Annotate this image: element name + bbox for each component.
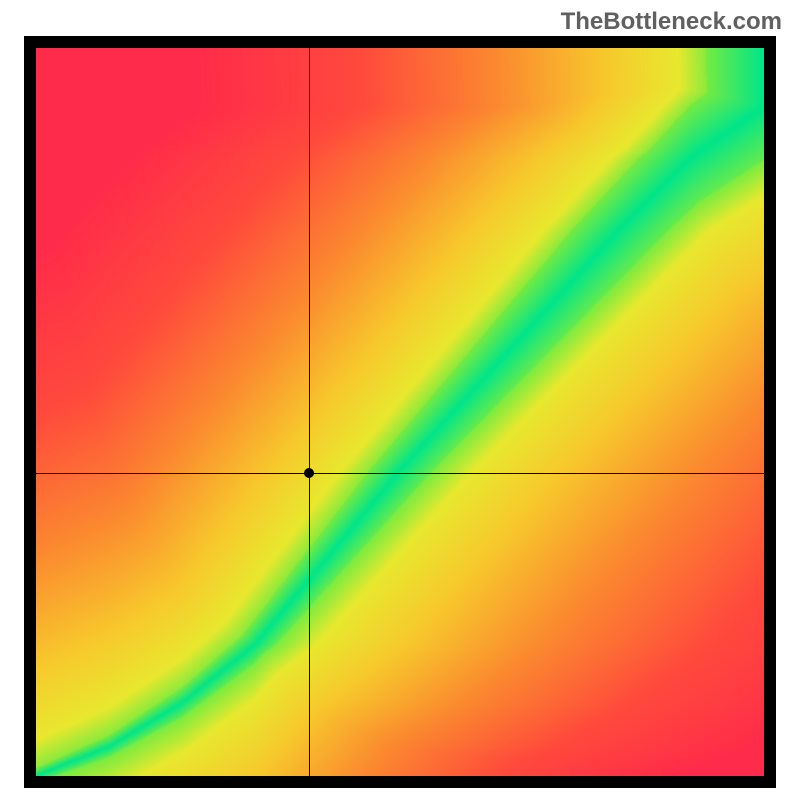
- heatmap-canvas: [36, 48, 764, 776]
- crosshair-vertical-line: [309, 48, 310, 776]
- chart-outer-box: [24, 36, 776, 788]
- watermark-text: TheBottleneck.com: [561, 8, 782, 36]
- crosshair-horizontal-line: [36, 473, 764, 474]
- crosshair-marker-dot: [304, 468, 314, 478]
- figure-container: TheBottleneck.com: [0, 0, 800, 800]
- chart-plot-area: [36, 48, 764, 776]
